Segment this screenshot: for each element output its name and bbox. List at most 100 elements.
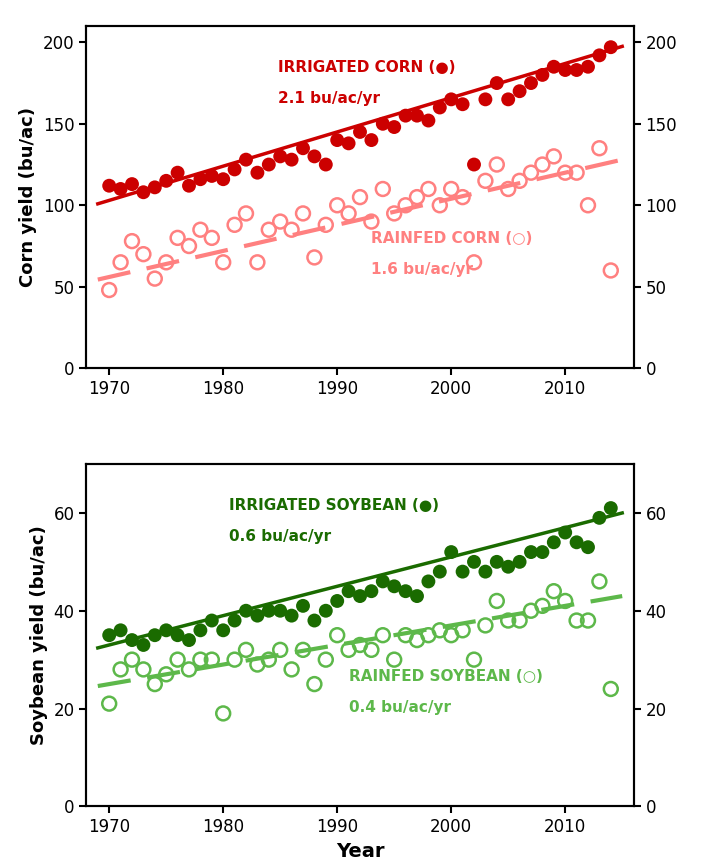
Point bbox=[320, 218, 332, 231]
Point bbox=[161, 668, 172, 681]
Point bbox=[605, 264, 616, 277]
Point bbox=[343, 136, 354, 150]
Point bbox=[457, 97, 469, 111]
Point bbox=[434, 623, 446, 637]
Point bbox=[149, 180, 161, 194]
Point bbox=[354, 125, 366, 139]
Point bbox=[183, 179, 194, 192]
Point bbox=[240, 603, 252, 617]
Point bbox=[206, 614, 217, 628]
Point bbox=[252, 609, 264, 623]
Point bbox=[446, 629, 457, 642]
Point bbox=[366, 134, 377, 147]
Point bbox=[526, 603, 537, 617]
Point bbox=[468, 653, 480, 667]
Point bbox=[536, 599, 548, 613]
Point bbox=[194, 653, 206, 667]
Point bbox=[297, 643, 309, 657]
Point bbox=[526, 166, 537, 179]
Point bbox=[366, 643, 377, 657]
Point bbox=[309, 149, 320, 163]
Point bbox=[297, 141, 309, 155]
Point bbox=[423, 629, 434, 642]
Y-axis label: Soybean yield (bu/ac): Soybean yield (bu/ac) bbox=[30, 525, 48, 745]
Point bbox=[468, 256, 480, 270]
Point bbox=[411, 590, 423, 603]
Point bbox=[434, 564, 446, 578]
Text: IRRIGATED SOYBEAN (●): IRRIGATED SOYBEAN (●) bbox=[229, 499, 438, 513]
Point bbox=[320, 158, 332, 172]
Point bbox=[354, 190, 366, 204]
Point bbox=[423, 182, 434, 196]
Point bbox=[389, 653, 400, 667]
Point bbox=[172, 629, 184, 642]
Point bbox=[252, 256, 264, 270]
Point bbox=[514, 614, 526, 628]
Point bbox=[400, 199, 411, 212]
Point bbox=[274, 643, 286, 657]
Point bbox=[536, 68, 548, 81]
Point bbox=[183, 633, 194, 647]
Point bbox=[594, 575, 606, 589]
Point bbox=[446, 545, 457, 559]
Point bbox=[229, 162, 240, 176]
Point bbox=[172, 231, 184, 244]
Point bbox=[331, 199, 343, 212]
Point bbox=[480, 93, 491, 107]
Point bbox=[389, 206, 400, 220]
Text: RAINFED CORN (○): RAINFED CORN (○) bbox=[371, 231, 532, 246]
Point bbox=[240, 206, 252, 220]
Point bbox=[217, 173, 229, 186]
Point bbox=[423, 575, 434, 589]
Point bbox=[286, 662, 297, 676]
Point bbox=[605, 40, 616, 54]
Point bbox=[183, 662, 194, 676]
Point bbox=[411, 633, 423, 647]
Point bbox=[309, 251, 320, 264]
Point bbox=[138, 662, 149, 676]
Point bbox=[400, 584, 411, 598]
Point bbox=[514, 555, 526, 569]
Point bbox=[594, 49, 606, 62]
Point bbox=[183, 239, 194, 253]
Point bbox=[149, 629, 161, 642]
Point bbox=[206, 231, 217, 244]
Point bbox=[526, 545, 537, 559]
Point bbox=[194, 173, 206, 186]
Point bbox=[263, 603, 274, 617]
Point bbox=[331, 134, 343, 147]
Point bbox=[457, 190, 469, 204]
Point bbox=[559, 166, 571, 179]
Point bbox=[571, 535, 582, 549]
Point bbox=[240, 153, 252, 166]
Point bbox=[366, 584, 377, 598]
Point bbox=[468, 158, 480, 172]
Point bbox=[400, 629, 411, 642]
Point bbox=[286, 609, 297, 623]
Text: 0.4 bu/ac/yr: 0.4 bu/ac/yr bbox=[349, 701, 451, 715]
Point bbox=[343, 206, 354, 220]
Point bbox=[548, 149, 559, 163]
Point bbox=[536, 545, 548, 559]
Point bbox=[491, 76, 503, 90]
Point bbox=[491, 594, 503, 608]
Point bbox=[138, 247, 149, 261]
Point bbox=[320, 603, 332, 617]
Point bbox=[434, 199, 446, 212]
Point bbox=[457, 623, 469, 637]
Point bbox=[104, 284, 115, 297]
Point bbox=[194, 623, 206, 637]
Point bbox=[263, 158, 274, 172]
Point bbox=[274, 215, 286, 229]
Point bbox=[548, 535, 559, 549]
Point bbox=[514, 174, 526, 188]
Point bbox=[514, 84, 526, 98]
Point bbox=[503, 560, 514, 574]
Point bbox=[115, 662, 127, 676]
Point bbox=[126, 234, 138, 248]
Point bbox=[377, 117, 389, 131]
Point bbox=[503, 614, 514, 628]
Text: 0.6 bu/ac/yr: 0.6 bu/ac/yr bbox=[229, 529, 330, 544]
Point bbox=[559, 63, 571, 77]
Point bbox=[446, 182, 457, 196]
